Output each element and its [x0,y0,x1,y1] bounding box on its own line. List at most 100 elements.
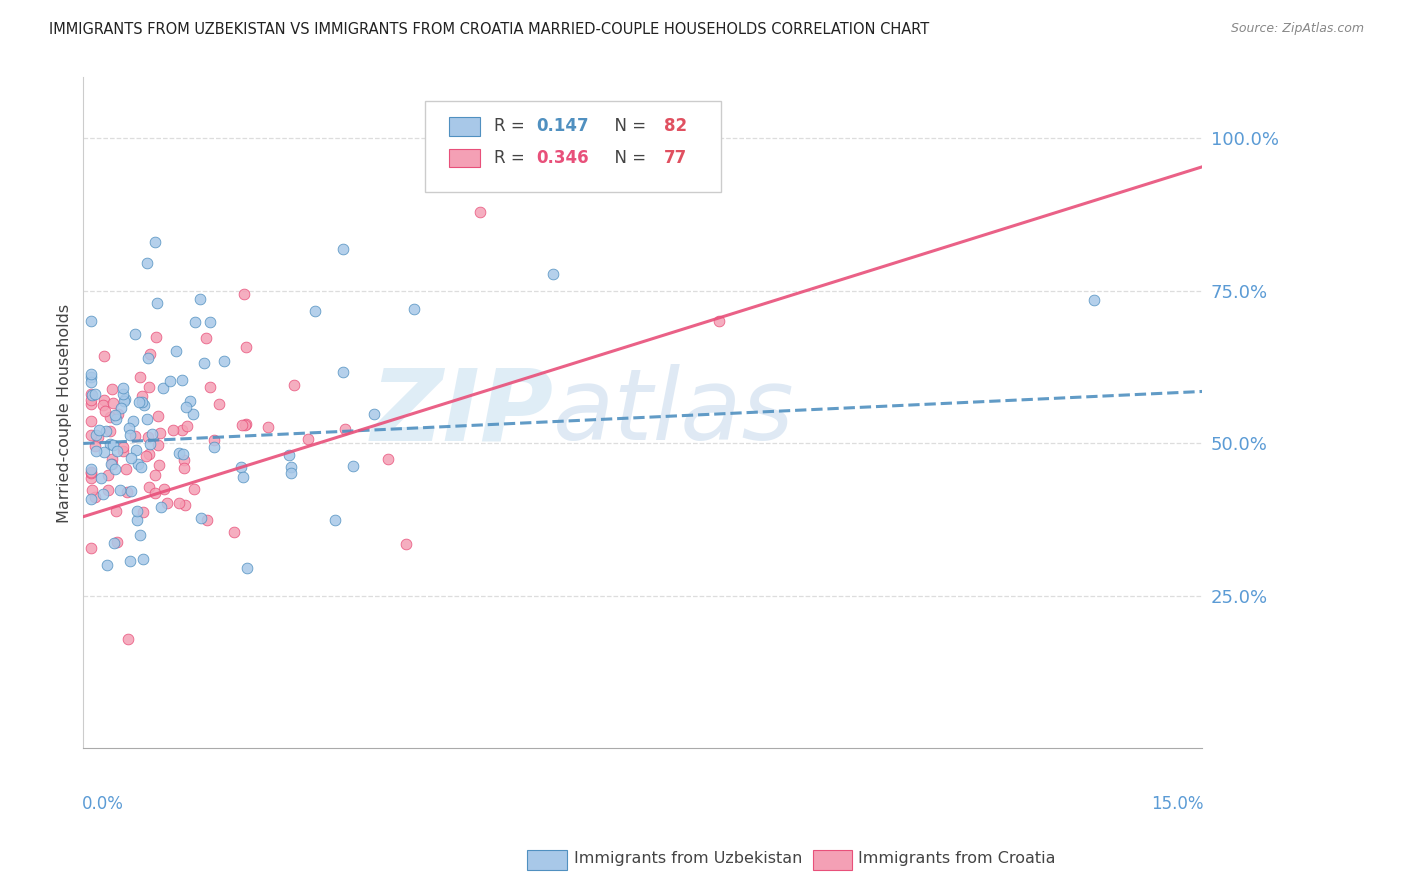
Point [135,449,157,463]
Point [93,393,115,408]
Point [87,429,110,443]
Text: ZIP: ZIP [370,365,553,461]
Point [97,483,120,498]
Point [79,427,101,442]
Point [79,386,101,401]
Point [83,490,105,504]
Point [235,418,257,433]
Point [165,343,187,358]
Point [148,458,170,472]
Point [304,303,326,318]
Point [100,457,122,471]
Point [707,314,730,328]
Point [149,426,172,441]
Point [104,408,127,422]
Text: atlas: atlas [553,365,794,461]
Point [146,295,169,310]
Text: 0.346: 0.346 [537,149,589,167]
Point [79,471,101,485]
Point [148,409,170,423]
Point [84,443,107,458]
Point [132,552,155,566]
Point [120,451,142,466]
Text: 77: 77 [664,149,688,167]
Text: R =: R = [494,149,530,167]
Point [233,287,256,301]
Text: N =: N = [603,149,651,167]
Point [112,394,135,409]
Point [128,370,150,384]
Point [173,453,195,467]
Point [145,235,167,249]
Point [124,443,146,458]
Point [94,425,117,439]
Point [118,554,141,568]
Point [79,414,101,428]
Point [87,423,110,437]
Point [138,446,160,460]
Point [131,389,153,403]
Point [332,243,354,257]
Point [377,452,399,467]
Point [91,398,114,412]
Point [132,506,155,520]
Point [84,428,107,442]
Point [80,388,103,402]
Point [342,459,364,474]
Point [188,292,211,306]
Point [94,404,117,418]
Point [1083,293,1105,307]
Point [98,424,121,438]
FancyBboxPatch shape [425,101,721,192]
Point [79,392,101,407]
Point [128,528,150,542]
Point [82,483,104,497]
Point [129,459,152,474]
Point [183,482,205,496]
Point [297,432,319,446]
Point [131,394,153,409]
Point [159,375,181,389]
Point [335,422,357,436]
Point [118,428,141,442]
Point [176,400,198,414]
Point [105,443,128,458]
Point [283,377,305,392]
Point [101,451,124,466]
Point [179,393,201,408]
Point [173,498,195,512]
Point [107,407,129,421]
Point [395,537,418,551]
Point [79,465,101,479]
Point [101,437,124,451]
Point [136,429,159,443]
Point [91,487,114,501]
Point [202,433,225,447]
Point [170,423,193,437]
Point [97,468,120,483]
Point [83,439,105,453]
Point [79,375,101,389]
Point [214,353,236,368]
Point [162,423,184,437]
Point [231,418,253,433]
Point [98,437,121,451]
Point [79,314,101,328]
Point [128,395,150,409]
Point [541,267,564,281]
Point [208,397,231,411]
Point [136,412,159,426]
FancyBboxPatch shape [449,149,481,168]
Point [132,398,155,412]
Point [117,485,139,500]
Point [183,407,205,421]
Point [198,315,221,329]
Point [96,558,118,572]
Point [143,485,166,500]
Point [167,496,190,510]
Point [173,461,195,475]
Point [79,367,101,381]
Point [257,420,280,434]
Text: R =: R = [494,118,530,136]
Point [146,438,169,452]
